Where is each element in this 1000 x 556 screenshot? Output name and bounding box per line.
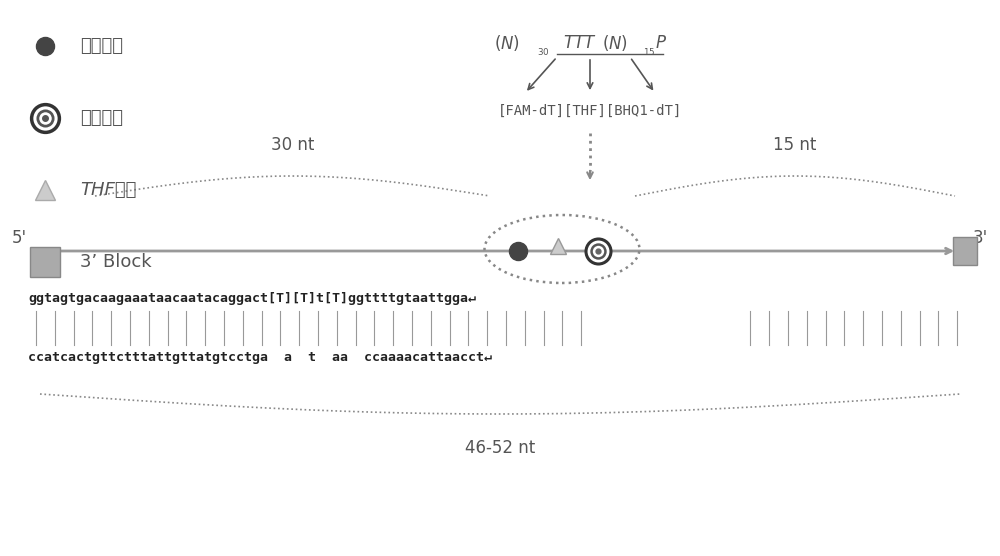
Text: ccatcactgttctttattgttatgtcctga  a  t  aa  ccaaaacattaacct↵: ccatcactgttctttattgttatgtcctga a t aa cc… bbox=[28, 351, 492, 365]
Text: 荧光基团: 荧光基团 bbox=[80, 37, 123, 55]
Text: $_{15}$: $_{15}$ bbox=[643, 44, 656, 57]
FancyBboxPatch shape bbox=[953, 237, 977, 265]
Text: $(N)$: $(N)$ bbox=[602, 33, 628, 53]
Text: THF残圬: THF残圬 bbox=[80, 181, 136, 199]
Text: [FAM-dT][THF][BHQ1-dT]: [FAM-dT][THF][BHQ1-dT] bbox=[498, 104, 682, 118]
Text: 淤灭基团: 淤灭基团 bbox=[80, 109, 123, 127]
Text: $(N)$: $(N)$ bbox=[494, 33, 520, 53]
Text: 30 nt: 30 nt bbox=[271, 136, 314, 154]
Text: 15 nt: 15 nt bbox=[773, 136, 817, 154]
Text: 5': 5' bbox=[12, 229, 27, 247]
Text: ggtagtgacaagaaataacaatacaggact[T][T]t[T]ggttttgtaattgga↵: ggtagtgacaagaaataacaatacaggact[T][T]t[T]… bbox=[28, 291, 476, 305]
Text: 46-52 nt: 46-52 nt bbox=[465, 439, 535, 457]
Text: $P$: $P$ bbox=[655, 34, 667, 52]
Text: 3’ Block: 3’ Block bbox=[80, 253, 152, 271]
FancyBboxPatch shape bbox=[30, 247, 60, 277]
Text: $TTT$: $TTT$ bbox=[563, 34, 597, 52]
Text: $_{30}$: $_{30}$ bbox=[537, 44, 550, 57]
Text: 3': 3' bbox=[973, 229, 988, 247]
